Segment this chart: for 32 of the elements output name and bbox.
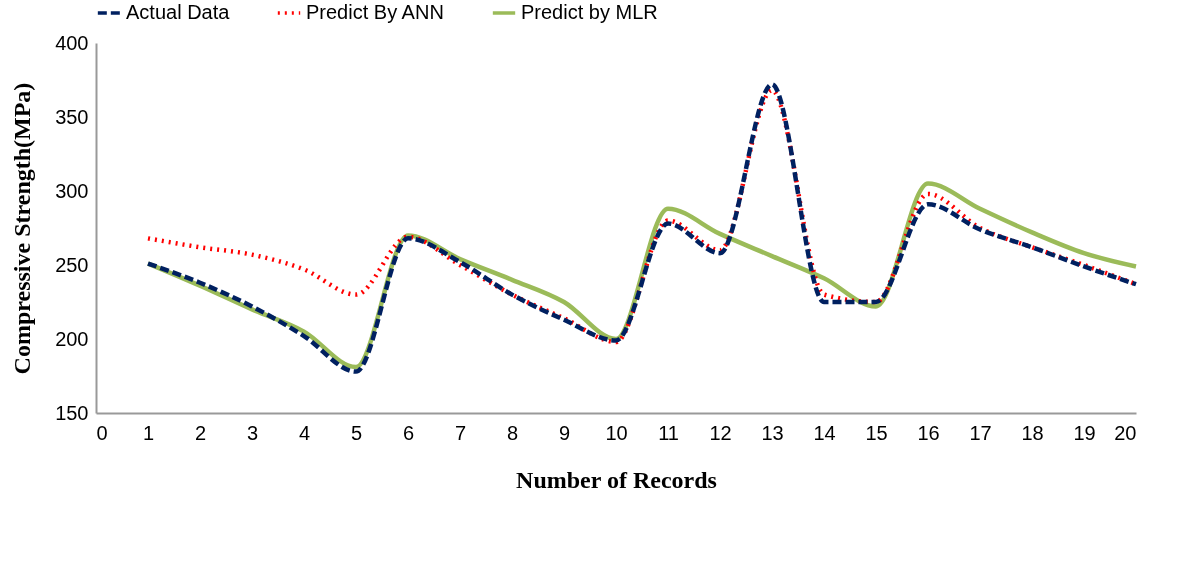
legend-label: Predict by MLR: [521, 1, 658, 23]
x-tick-label: 1: [142, 421, 155, 444]
y-tick-label: 200: [55, 327, 89, 350]
legend-label: Actual Data: [126, 1, 231, 23]
x-tick-label: 16: [917, 421, 940, 444]
x-tick-label: 7: [454, 421, 467, 444]
x-tick-label: 19: [1073, 421, 1096, 444]
x-axis-title: Number of Records: [516, 466, 717, 493]
y-tick-label: 150: [55, 401, 89, 424]
x-tick-label: 13: [761, 421, 784, 444]
x-tick-label: 0: [96, 421, 108, 444]
y-tick-label: 350: [55, 105, 89, 128]
x-tick-label: 8: [506, 421, 519, 444]
x-tick-label: 3: [246, 421, 259, 444]
x-tick-label: 6: [402, 421, 415, 444]
y-tick-label: 250: [55, 253, 89, 276]
x-tick-label: 5: [350, 421, 363, 444]
x-tick-label: 2: [194, 421, 207, 444]
x-tick-label: 17: [969, 421, 992, 444]
x-tick-label: 15: [865, 421, 888, 444]
x-tick-label: 9: [558, 421, 571, 444]
y-axis-title: Compressive Strength(MPa): [9, 82, 36, 375]
legend-label: Predict By ANN: [306, 1, 444, 23]
y-tick-label: 300: [55, 179, 89, 202]
x-tick-label: 14: [813, 421, 836, 444]
x-tick-label: 10: [605, 421, 628, 444]
x-tick-label: 18: [1021, 421, 1044, 444]
x-tick-label: 20: [1114, 421, 1137, 444]
y-tick-label: 400: [55, 31, 89, 54]
x-tick-label: 12: [709, 421, 732, 444]
x-tick-label: 11: [658, 421, 679, 444]
x-tick-label: 4: [298, 421, 311, 444]
